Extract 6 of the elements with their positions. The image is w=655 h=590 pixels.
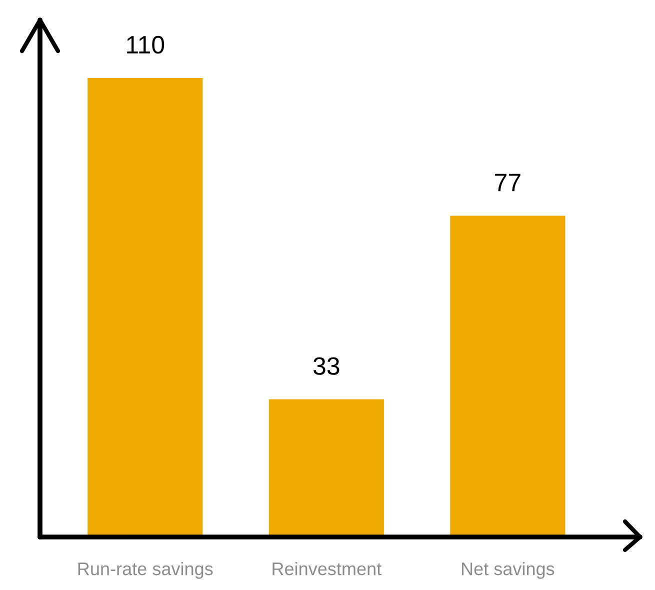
data-label: 33 [313, 357, 340, 375]
x-tick-label: Net savings [462, 562, 554, 579]
x-tick-label: Reinvestment [272, 562, 382, 576]
data-label: 110 [127, 36, 164, 54]
data-label: 77 [495, 174, 520, 192]
x-tick-label: Run-rate savings [78, 562, 213, 579]
